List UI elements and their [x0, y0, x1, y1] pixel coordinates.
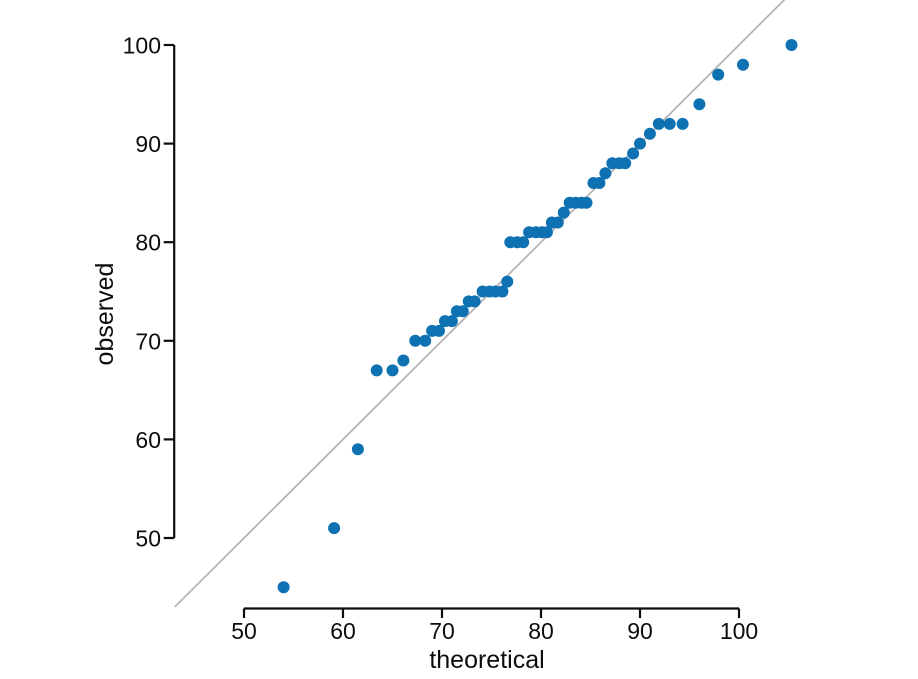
- data-point: [409, 334, 422, 347]
- data-point: [419, 334, 432, 347]
- axes-layer: 50 60 70 80 90 100 50 60 70 80 90 100: [123, 33, 759, 645]
- data-point: [599, 167, 612, 180]
- y-tick-label: 70: [135, 328, 161, 354]
- y-tick-label: 60: [135, 427, 161, 453]
- y-tick-label: 90: [135, 131, 161, 157]
- data-point: [593, 177, 606, 189]
- data-point: [737, 58, 749, 71]
- data-point: [627, 147, 640, 160]
- x-tick-label: 70: [429, 618, 455, 644]
- data-point: [676, 117, 689, 130]
- data-point: [712, 68, 725, 81]
- data-point: [328, 522, 341, 535]
- data-point: [634, 137, 646, 150]
- data-point: [433, 324, 445, 337]
- data-point: [517, 236, 530, 249]
- data-points-layer: [277, 39, 798, 594]
- x-tick-label: 80: [528, 618, 554, 644]
- data-point: [557, 206, 570, 219]
- data-point: [663, 117, 676, 130]
- x-tick-label: 60: [330, 618, 356, 644]
- data-point: [540, 226, 553, 239]
- data-point: [351, 443, 364, 456]
- y-tick-label: 80: [135, 230, 161, 256]
- data-point: [643, 127, 656, 140]
- data-point: [386, 364, 399, 377]
- y-tick-label: 100: [123, 33, 161, 59]
- data-point: [693, 98, 706, 111]
- data-point: [785, 39, 798, 51]
- x-tick-label: 90: [627, 618, 653, 644]
- data-point: [652, 117, 665, 130]
- data-point: [370, 364, 383, 377]
- x-axis-title: theoretical: [429, 646, 544, 674]
- data-point: [445, 315, 458, 328]
- x-tick-label: 50: [231, 618, 257, 644]
- y-tick-label: 50: [135, 526, 161, 552]
- data-point: [397, 354, 410, 367]
- data-point: [580, 196, 593, 209]
- data-point: [456, 305, 469, 318]
- data-point: [277, 581, 290, 594]
- y-axis-title: observed: [91, 263, 119, 366]
- data-point: [619, 157, 632, 170]
- data-point: [501, 275, 514, 288]
- data-point: [468, 295, 481, 308]
- data-point: [551, 216, 564, 229]
- x-tick-label: 100: [720, 618, 758, 644]
- data-point: [496, 285, 509, 298]
